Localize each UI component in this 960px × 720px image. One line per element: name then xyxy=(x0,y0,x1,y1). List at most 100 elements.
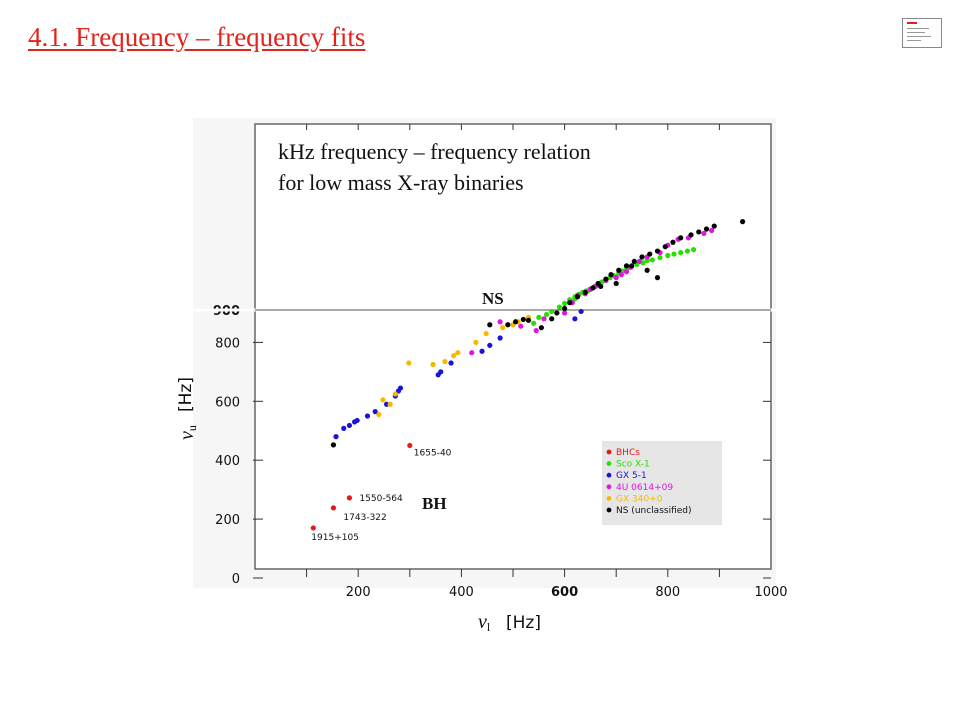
x-axis-unit: [Hz] xyxy=(506,613,541,633)
data-point xyxy=(608,272,614,278)
data-point xyxy=(392,391,398,397)
data-point xyxy=(562,305,568,312)
data-point xyxy=(582,289,588,295)
data-point xyxy=(536,314,542,320)
data-point xyxy=(662,244,668,250)
data-point xyxy=(346,422,353,429)
data-point xyxy=(639,254,645,260)
data-point xyxy=(372,409,378,415)
y-tick-label: 600 xyxy=(215,395,240,410)
legend-label: GX 340+0 xyxy=(616,494,663,504)
data-point xyxy=(684,248,691,254)
data-point xyxy=(644,267,650,273)
data-point xyxy=(567,300,573,306)
slide-thumbnail[interactable] xyxy=(902,18,942,48)
data-point xyxy=(654,275,661,281)
x-tick-label: 400 xyxy=(449,585,474,600)
data-point xyxy=(376,411,382,418)
point-label: 1915+105 xyxy=(311,533,359,543)
y-tick-label: 0 xyxy=(232,572,240,587)
data-point xyxy=(538,325,544,331)
data-point xyxy=(310,525,316,531)
data-point xyxy=(406,360,412,366)
data-point xyxy=(647,251,653,257)
data-point xyxy=(438,369,444,375)
y-axis-title: νu [Hz] xyxy=(176,377,199,440)
x-tick-label: 600 xyxy=(551,585,578,600)
data-point xyxy=(442,358,448,365)
y-axis-unit: [Hz] xyxy=(176,377,196,412)
data-point xyxy=(711,223,717,229)
data-point xyxy=(483,330,489,337)
point-label: 1550-564 xyxy=(359,494,403,504)
data-point xyxy=(562,300,568,307)
data-point xyxy=(562,310,568,316)
data-point xyxy=(701,230,707,237)
data-point xyxy=(572,316,578,322)
point-labels: 1915+105 1743-322 1550-564 1655-40 xyxy=(311,448,451,542)
data-point xyxy=(578,308,584,315)
x-axis-symbol: νl xyxy=(478,611,491,634)
data-point xyxy=(629,263,635,269)
region-label-ns: NS xyxy=(482,289,504,308)
data-point xyxy=(330,505,337,511)
data-point xyxy=(512,319,519,325)
data-point xyxy=(430,361,436,368)
data-point xyxy=(709,227,715,234)
data-point xyxy=(688,232,694,238)
data-point xyxy=(649,257,655,263)
data-point xyxy=(623,263,630,269)
data-point xyxy=(397,385,404,391)
data-point xyxy=(654,248,661,254)
data-point xyxy=(603,276,609,282)
legend-label: GX 5-1 xyxy=(616,471,647,481)
data-point xyxy=(631,258,637,265)
data-point xyxy=(590,285,596,291)
data-point xyxy=(574,294,581,300)
y-tick-label: 800 xyxy=(215,336,240,351)
data-point xyxy=(678,249,684,256)
x-tick-label: 1000 xyxy=(754,585,787,600)
legend-label: Sco X-1 xyxy=(616,460,650,470)
data-point xyxy=(691,247,697,253)
data-point xyxy=(341,425,347,431)
data-point xyxy=(487,342,493,348)
data-point xyxy=(455,350,461,356)
data-point xyxy=(518,323,524,329)
data-point xyxy=(556,304,563,310)
x-axis-title: νl [Hz] xyxy=(478,611,541,634)
data-point xyxy=(479,348,485,354)
data-point xyxy=(487,322,493,328)
legend-box xyxy=(602,441,722,525)
data-point xyxy=(533,328,539,334)
x-axis: 200 400 600 800 1000 xyxy=(306,124,788,600)
data-point xyxy=(383,401,390,407)
point-label: 1655-40 xyxy=(414,448,452,458)
data-point xyxy=(448,360,454,366)
x-tick-label: 200 xyxy=(346,585,371,600)
data-point xyxy=(407,442,413,449)
data-point xyxy=(333,434,339,440)
x-tick-label: 800 xyxy=(655,585,680,600)
data-point xyxy=(613,275,619,281)
data-point xyxy=(473,339,479,345)
data-point xyxy=(451,353,457,359)
data-point xyxy=(657,254,663,261)
y-tick-label: 400 xyxy=(215,454,240,469)
y-tick-label: 200 xyxy=(215,513,240,528)
y-axis: 0200400600800900 xyxy=(193,304,776,587)
data-point xyxy=(525,317,532,323)
legend-marker xyxy=(606,472,612,478)
data-point xyxy=(554,310,560,316)
data-point xyxy=(505,322,511,328)
data-point xyxy=(616,267,622,273)
data-point xyxy=(380,397,386,403)
data-point xyxy=(618,272,624,278)
chart-title-line-1: kHz frequency – frequency relation xyxy=(278,139,591,164)
data-point xyxy=(671,251,677,257)
data-point xyxy=(613,280,619,287)
data-point xyxy=(678,235,684,241)
data-point xyxy=(670,239,676,245)
legend-marker xyxy=(606,496,612,501)
